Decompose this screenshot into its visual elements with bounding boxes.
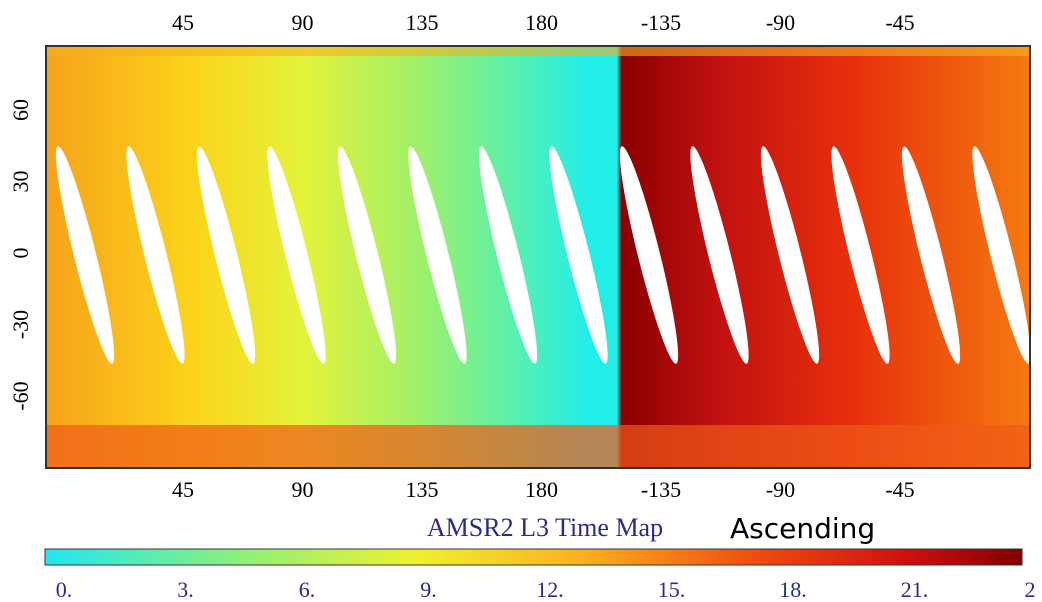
lat-label: -30 [8, 310, 33, 339]
lat-label: 30 [8, 171, 33, 193]
orbit-gap [408, 146, 467, 364]
colorbar-label: 9. [420, 577, 437, 602]
colorbar-label: 12. [536, 577, 564, 602]
orbit-gap [478, 146, 538, 364]
map-subtitle: Ascending [730, 512, 875, 545]
orbit-gap [972, 146, 1030, 364]
plot-frame [45, 45, 1031, 469]
swath-fill [46, 46, 1030, 468]
bottom-lon-label: -135 [641, 477, 681, 502]
polar-band [46, 46, 1030, 56]
bottom-lon-label: -90 [766, 477, 795, 502]
orbit-gap [690, 146, 749, 364]
lat-label: -60 [8, 381, 33, 410]
colorbar-label: 18. [779, 577, 807, 602]
orbit-gap [901, 146, 961, 364]
bottom-lon-label: 180 [525, 477, 558, 502]
colorbar-label: 15. [658, 577, 686, 602]
colorbar-label: 2 [1025, 577, 1036, 602]
orbit-gap [196, 146, 256, 364]
lat-label: 60 [8, 99, 33, 121]
orbit-gap [126, 146, 185, 364]
colorbar [44, 548, 1023, 566]
bottom-lon-label: -45 [885, 477, 914, 502]
colorbar-label: 3. [177, 577, 194, 602]
top-lon-label: -135 [641, 10, 681, 35]
top-lon-label: 135 [406, 10, 439, 35]
lat-label: 0 [8, 248, 33, 259]
bottom-lon-label: 90 [292, 477, 314, 502]
map-title: AMSR2 L3 Time Map [427, 513, 663, 542]
swath-map [46, 46, 1030, 468]
orbit-gap [619, 146, 679, 364]
orbit-gap [831, 146, 890, 364]
top-lon-label: 180 [525, 10, 558, 35]
colorbar-label: 21. [901, 577, 929, 602]
colorbar-label: 0. [56, 577, 73, 602]
orbit-gap [267, 146, 326, 364]
orbit-gap [55, 146, 115, 364]
colorbar-label: 6. [299, 577, 316, 602]
bottom-lon-label: 45 [172, 477, 194, 502]
orbit-gap [549, 146, 608, 364]
top-lon-label: 90 [292, 10, 314, 35]
top-lon-label: 45 [172, 10, 194, 35]
orbit-gap [760, 146, 820, 364]
axis-labels: 45 45 90 90 135 135 180 180 -135 -135 -90 -90 -45 -45… [8, 10, 1036, 602]
polar-band [46, 425, 1030, 468]
orbit-gap [337, 146, 397, 364]
top-lon-label: -45 [885, 10, 914, 35]
top-lon-label: -90 [766, 10, 795, 35]
bottom-lon-label: 135 [406, 477, 439, 502]
